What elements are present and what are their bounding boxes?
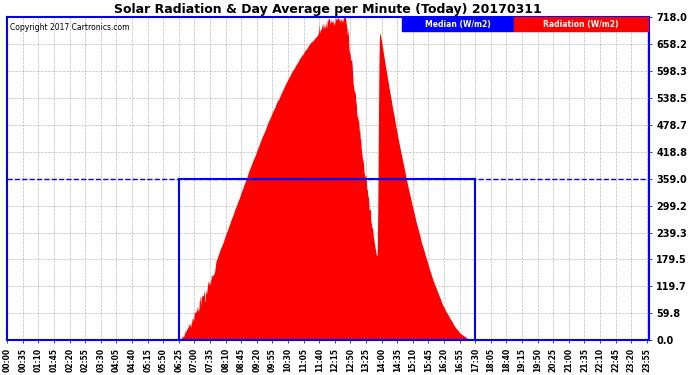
Text: Median (W/m2): Median (W/m2) <box>425 20 491 29</box>
Text: Radiation (W/m2): Radiation (W/m2) <box>544 20 619 29</box>
Title: Solar Radiation & Day Average per Minute (Today) 20170311: Solar Radiation & Day Average per Minute… <box>114 3 542 16</box>
Text: Copyright 2017 Cartronics.com: Copyright 2017 Cartronics.com <box>10 23 130 32</box>
Bar <box>179 178 475 340</box>
FancyBboxPatch shape <box>514 17 649 32</box>
FancyBboxPatch shape <box>402 17 514 32</box>
